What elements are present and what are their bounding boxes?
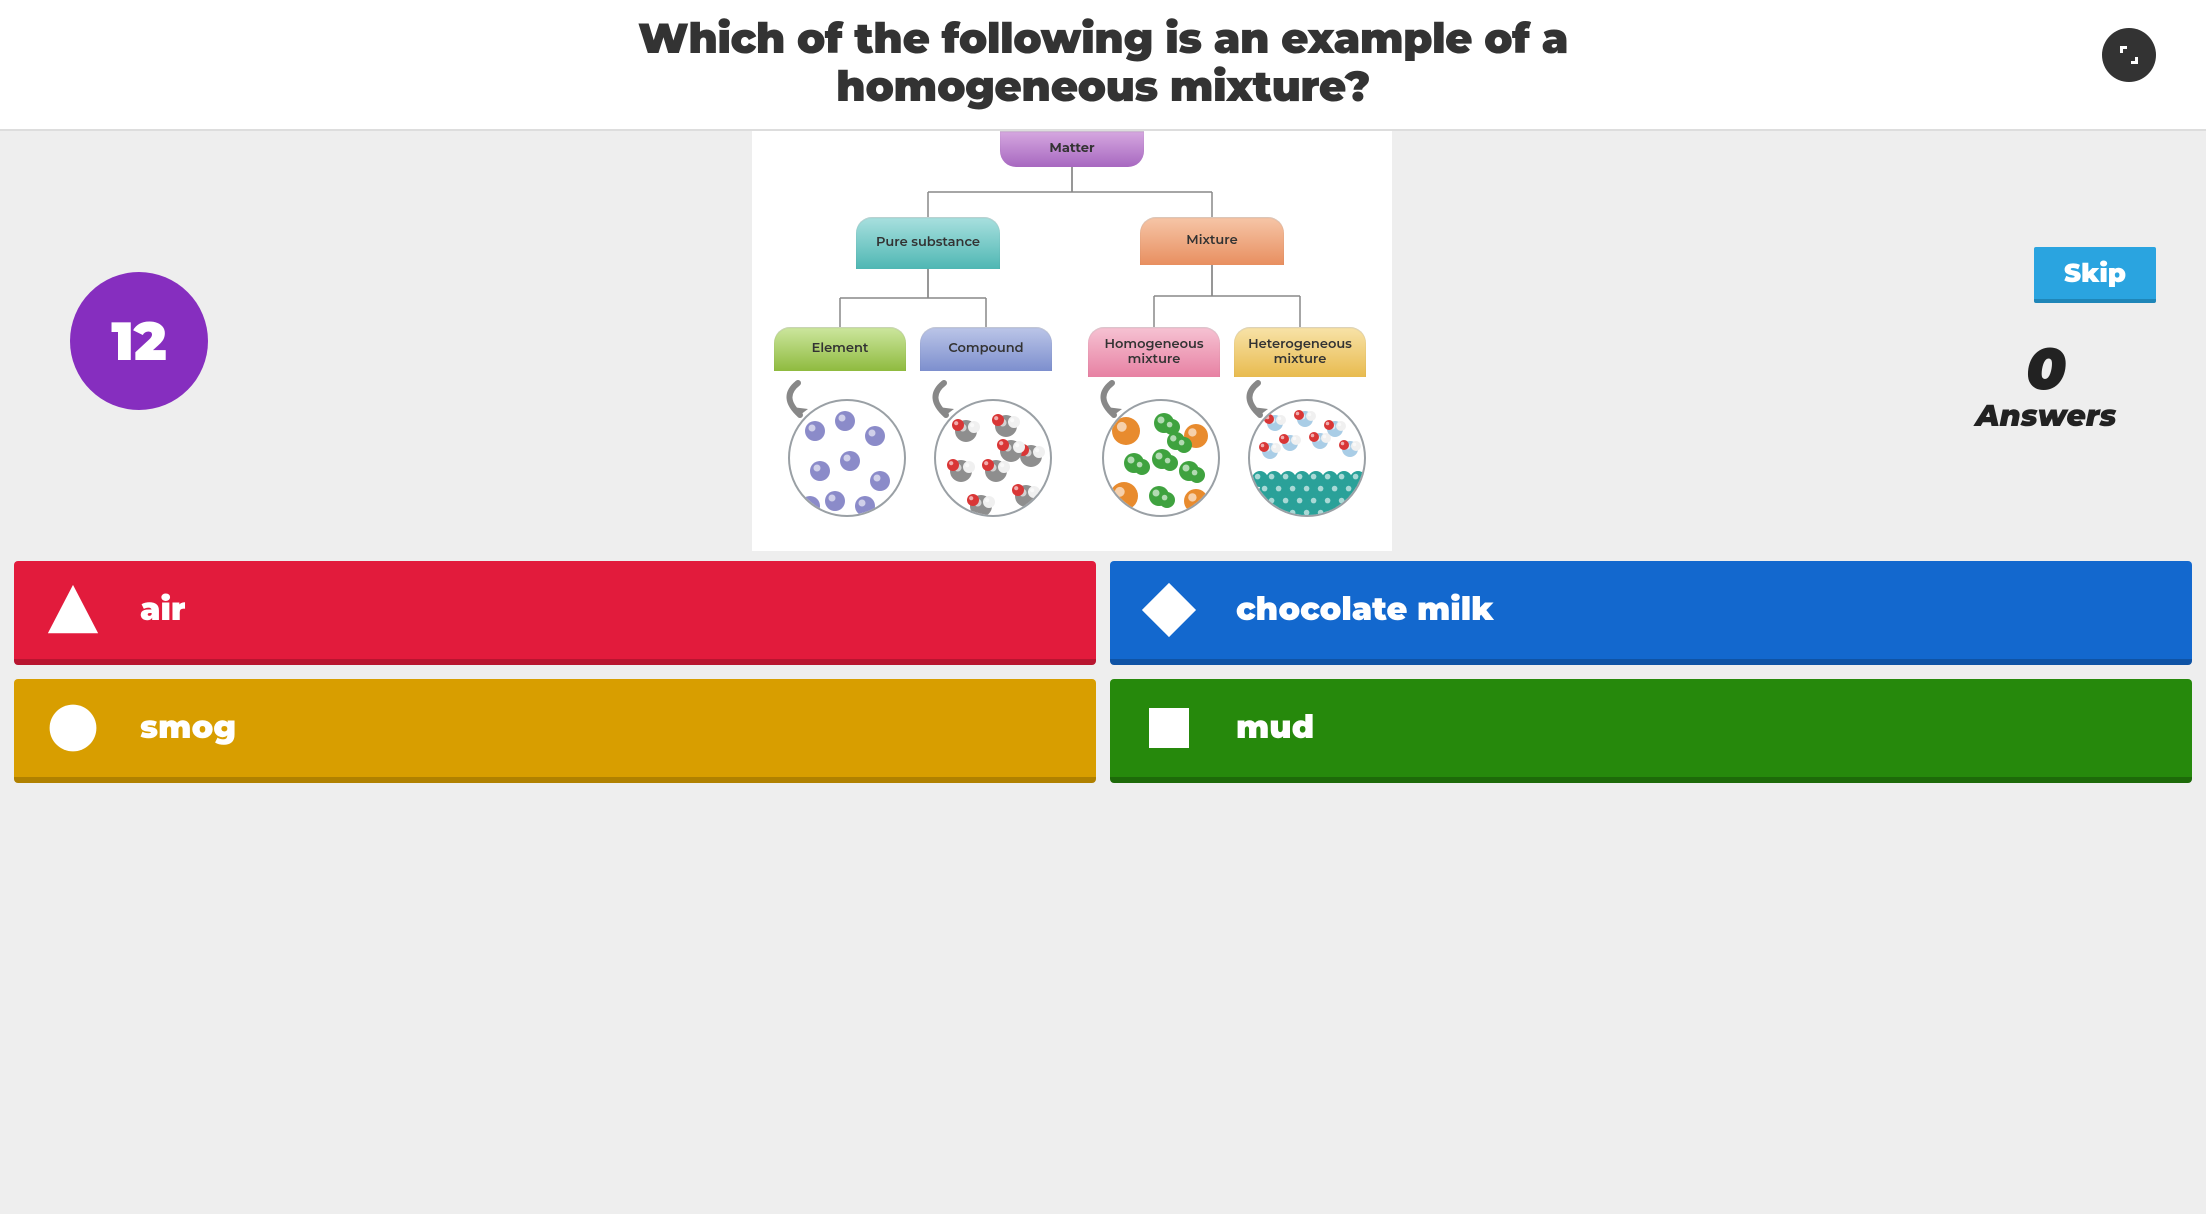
diagram-node-mixture: Mixture	[1140, 217, 1284, 265]
circle-icon	[44, 699, 102, 757]
square-icon	[1140, 699, 1198, 757]
answer-option-2[interactable]: chocolate milk	[1110, 561, 2192, 665]
fullscreen-button[interactable]	[2102, 28, 2156, 82]
answers-count-label: Answers	[1936, 397, 2156, 434]
triangle-icon	[44, 581, 102, 639]
answer-label: chocolate milk	[1236, 590, 1494, 629]
answer-label: mud	[1236, 708, 1314, 747]
answers-grid: air chocolate milk smog mud	[0, 551, 2206, 797]
diagram-node-pure: Pure substance	[856, 217, 1000, 269]
answer-option-3[interactable]: smog	[14, 679, 1096, 783]
diagram-node-homo: Homogeneous mixture	[1088, 327, 1220, 377]
fullscreen-icon	[2117, 43, 2141, 67]
skip-label: Skip	[2064, 257, 2126, 289]
diagram-node-hetero: Heterogeneous mixture	[1234, 327, 1366, 377]
diagram-sample-compound	[934, 399, 1052, 517]
skip-button[interactable]: Skip	[2034, 247, 2156, 303]
answer-option-4[interactable]: mud	[1110, 679, 2192, 783]
answers-count-value: 0	[1936, 343, 2156, 395]
question-image-diagram: Matter Pure substance Mixture Element Compou…	[752, 131, 1392, 551]
diamond-icon	[1140, 581, 1198, 639]
question-header: Which of the following is an example of …	[0, 0, 2206, 131]
answer-option-1[interactable]: air	[14, 561, 1096, 665]
right-panel: Skip 0 Answers	[1936, 247, 2156, 434]
diagram-sample-homo	[1102, 399, 1220, 517]
answer-label: smog	[140, 708, 236, 747]
countdown-timer: 12	[70, 272, 208, 410]
middle-area: 12 Matter Pure substance Mixture Element Com…	[0, 131, 2206, 551]
diagram-node-matter: Matter	[1000, 131, 1144, 167]
diagram-sample-element	[788, 399, 906, 517]
timer-value: 12	[111, 308, 166, 374]
diagram-node-element: Element	[774, 327, 906, 371]
answer-label: air	[140, 590, 185, 629]
question-text: Which of the following is an example of …	[603, 14, 1603, 111]
diagram-node-compound: Compound	[920, 327, 1052, 371]
diagram-sample-hetero	[1248, 399, 1366, 517]
